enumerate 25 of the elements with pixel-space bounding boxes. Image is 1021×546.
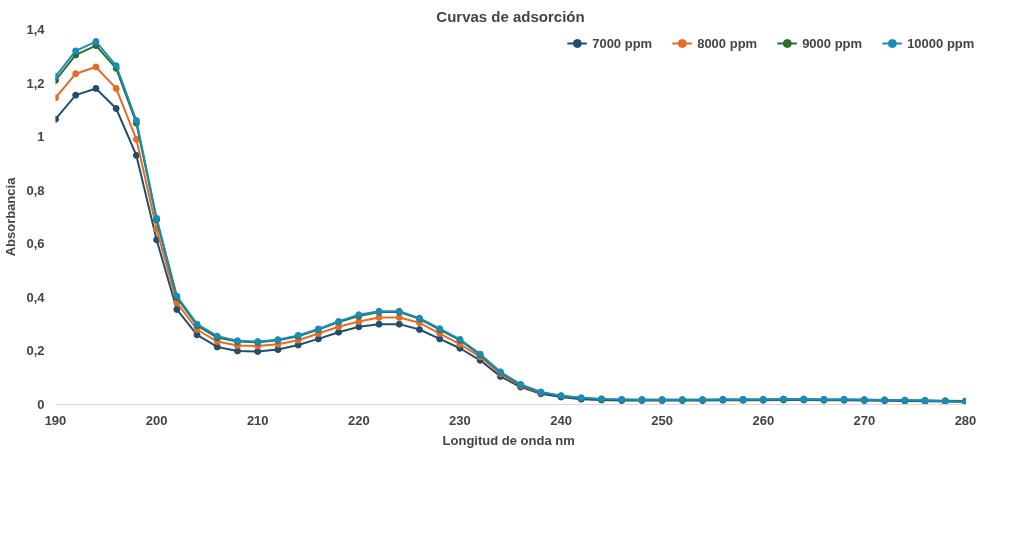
y-tick-label: 0,6 — [26, 236, 45, 252]
y-axis-title: Absorbancia — [3, 176, 19, 257]
y-tick-label: 0,2 — [26, 343, 45, 359]
x-axis-title: Longitud de onda nm — [442, 432, 575, 448]
y-tick-label: 1 — [37, 129, 45, 145]
x-tick-label: 270 — [853, 412, 876, 428]
chart-title: Curvas de adsorción — [436, 7, 585, 25]
y-tick-label: 0,8 — [26, 182, 45, 198]
x-tick-label: 230 — [449, 412, 471, 428]
x-tick-label: 240 — [550, 412, 572, 428]
x-tick-label: 220 — [347, 412, 370, 428]
legend-label: 7000 ppm — [592, 35, 653, 51]
x-tick-label: 280 — [954, 412, 977, 428]
x-tick-label: 200 — [145, 412, 168, 428]
y-tick-label: 0,4 — [26, 289, 46, 305]
x-tick-label: 250 — [651, 412, 674, 428]
legend-label: 9000 ppm — [802, 35, 863, 51]
y-tick-label: 1,4 — [26, 22, 46, 37]
x-tick-label: 260 — [752, 412, 775, 428]
legend-label: 8000 ppm — [697, 35, 758, 51]
y-tick-label: 1,2 — [26, 75, 45, 91]
x-tick-label: 210 — [246, 412, 269, 428]
x-tick-label: 190 — [44, 412, 67, 428]
y-tick-label: 0 — [37, 397, 45, 412]
legend-label: 10000 ppm — [907, 35, 975, 51]
